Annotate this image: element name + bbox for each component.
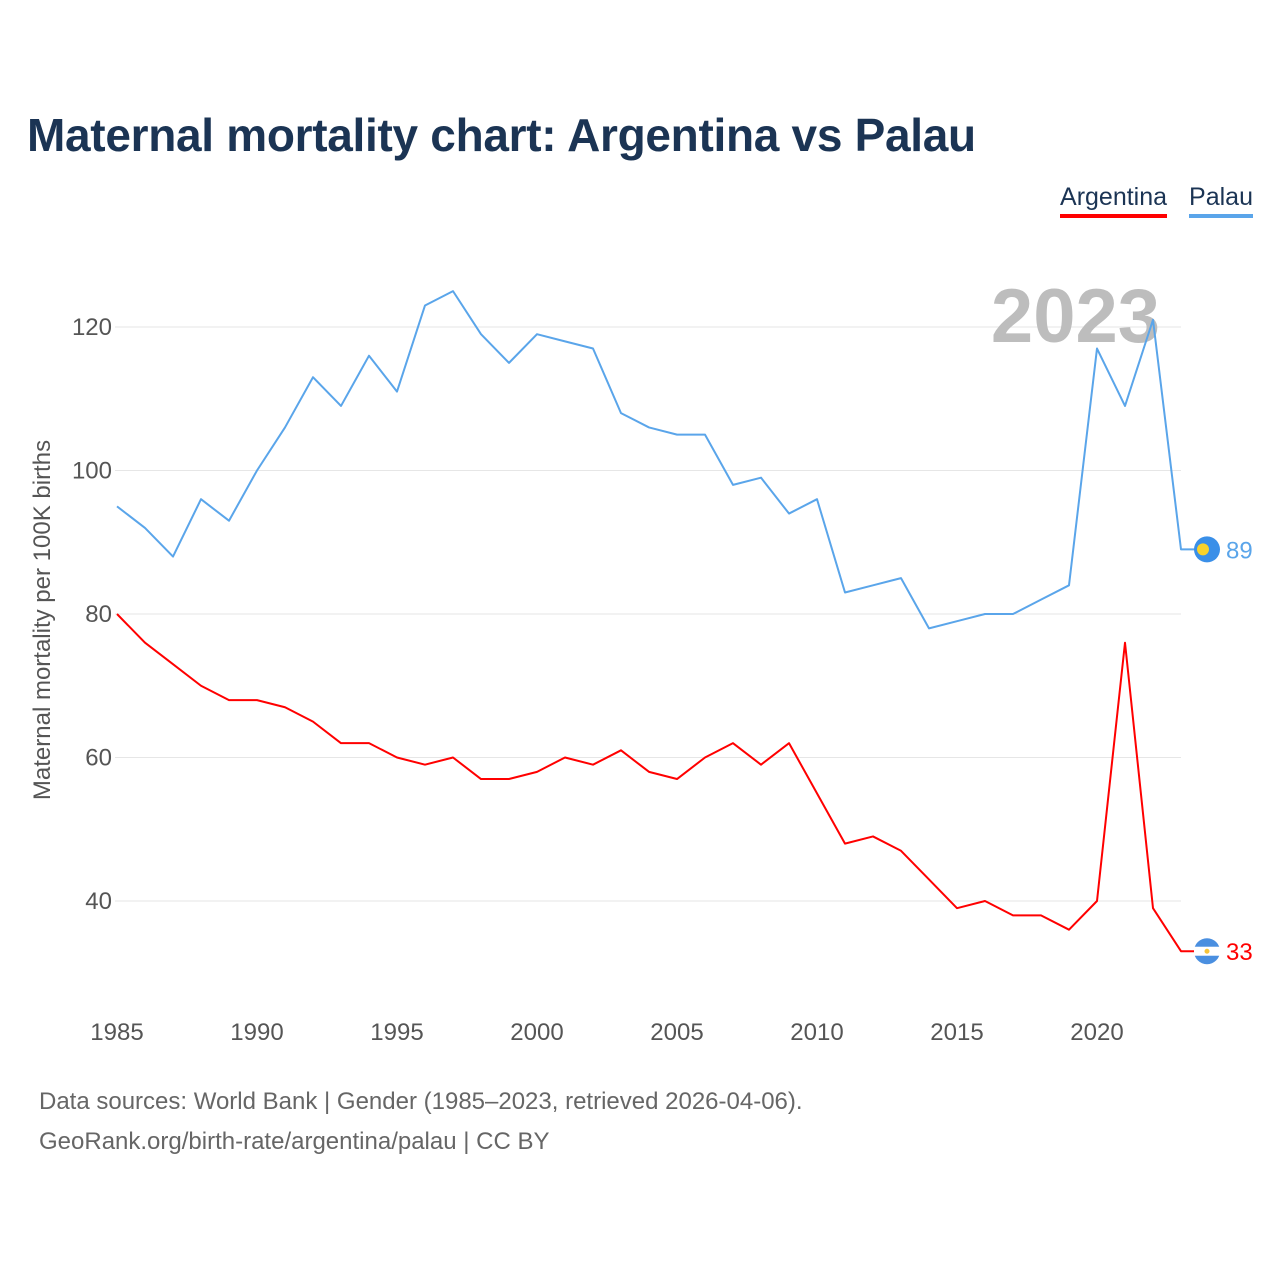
series-line-palau <box>116 290 1195 630</box>
flag-moon <box>1197 543 1209 556</box>
y-tick-label: 60 <box>85 745 112 772</box>
y-tick-label: 80 <box>85 601 112 628</box>
y-tick-label: 100 <box>72 458 112 485</box>
chart-title: Maternal mortality chart: Argentina vs P… <box>27 109 976 161</box>
footer-sources: Data sources: World Bank | Gender (1985–… <box>39 1088 803 1115</box>
x-tick-label: 1995 <box>370 1019 423 1046</box>
x-tick-label: 1990 <box>230 1019 283 1046</box>
x-tick-label: 2000 <box>510 1019 563 1046</box>
end-value-label: 89 <box>1226 537 1253 564</box>
y-tick-label: 40 <box>85 888 112 915</box>
legend: Argentina Palau <box>1060 183 1253 218</box>
x-tick-label: 2010 <box>790 1019 843 1046</box>
y-axis-label: Maternal mortality per 100K births <box>29 440 56 800</box>
end-value-label: 33 <box>1226 939 1253 966</box>
y-tick-label: 120 <box>72 314 112 341</box>
year-watermark: 2023 <box>991 274 1160 359</box>
x-tick-label: 2005 <box>650 1019 703 1046</box>
flag-icon-argentina <box>1194 938 1220 965</box>
x-tick-label: 2020 <box>1070 1019 1123 1046</box>
x-tick-label: 1985 <box>90 1019 143 1046</box>
legend-argentina[interactable]: Argentina <box>1060 183 1168 218</box>
footer-link[interactable]: GeoRank.org/birth-rate/argentina/palau |… <box>39 1128 550 1155</box>
series-line-argentina <box>116 613 1195 953</box>
legend-palau[interactable]: Palau <box>1189 183 1253 218</box>
flag-sun <box>1204 948 1210 954</box>
x-tick-label: 2015 <box>930 1019 983 1046</box>
flag-icon-palau <box>1194 536 1220 563</box>
